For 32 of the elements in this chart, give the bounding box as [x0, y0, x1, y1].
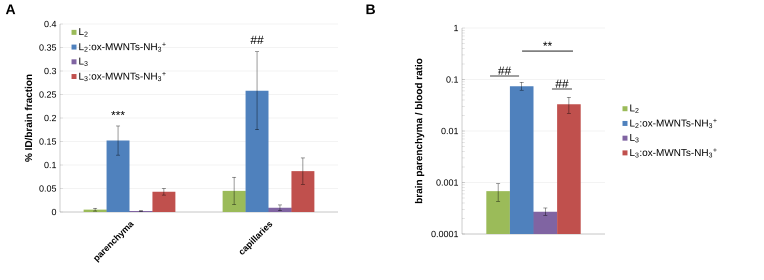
y-tick-label: 0.3: [44, 68, 56, 74]
y-tick-label: 0.0001: [431, 230, 458, 238]
y-tick-label: 0.01: [441, 128, 458, 134]
y-tick-label: 0.15: [39, 138, 56, 145]
bar: [106, 140, 130, 212]
chart-title: A: [6, 4, 16, 14]
y-axis-title: % ID/brain fraction: [24, 74, 32, 162]
annotation: **: [543, 42, 552, 46]
y-tick-label: 1: [454, 24, 458, 32]
y-tick-label: 0.2: [44, 114, 56, 122]
bar: [268, 208, 292, 212]
y-tick-label: 0.1: [446, 76, 458, 83]
y-tick-label: 0: [52, 208, 56, 216]
bar: [246, 90, 268, 212]
y-axis-title: brain parenchyma / blood ratio: [414, 58, 424, 204]
legend-label: L$_{2}$: [630, 104, 639, 113]
y-tick-label: 0.25: [39, 91, 56, 98]
legend-label: L$_{3}$: [79, 58, 88, 66]
legend-label: L$_{2}$: [79, 28, 88, 37]
annotation: ***: [111, 110, 125, 116]
y-tick-label: 0.1: [44, 162, 56, 168]
y-tick-label: 0.05: [39, 185, 56, 192]
annotation: ##: [250, 36, 264, 44]
y-tick-label: 0.001: [436, 179, 458, 186]
y-tick-label: 0.35: [39, 44, 56, 51]
bar: [152, 192, 176, 212]
legend-label: L$_{3}$: [630, 134, 639, 142]
annotation: ##: [555, 80, 569, 88]
chart-title: B: [366, 4, 375, 14]
bar: [291, 171, 314, 212]
annotation: ##: [498, 66, 512, 75]
y-tick-label: 0.4: [44, 20, 56, 28]
